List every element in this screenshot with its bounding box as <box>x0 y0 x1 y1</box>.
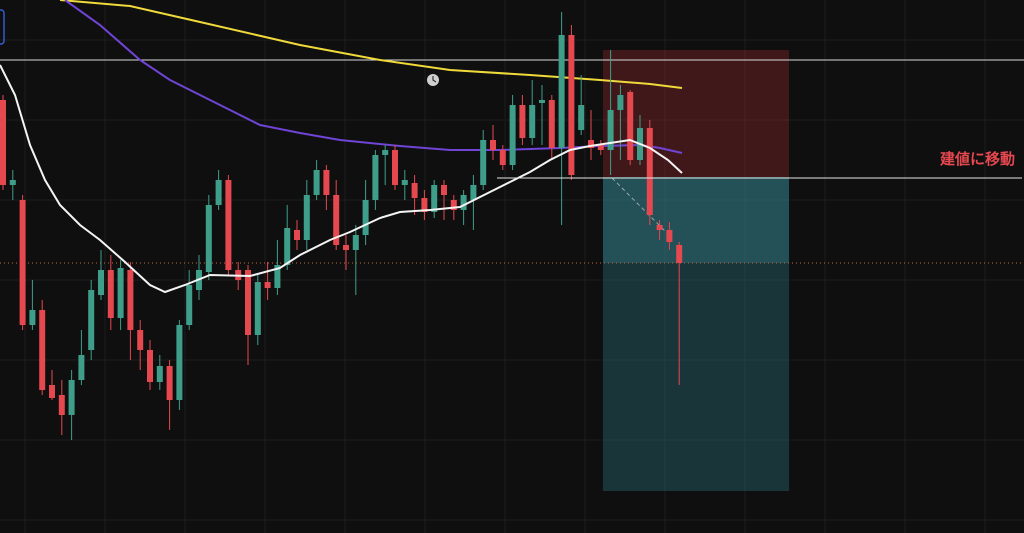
candle-body <box>509 105 516 165</box>
candle-body <box>656 225 663 230</box>
candle-body <box>284 228 291 265</box>
candle-body <box>156 366 163 382</box>
candle-body <box>401 180 408 185</box>
candle-body <box>254 282 261 335</box>
candle-body <box>519 105 526 138</box>
candle-body <box>411 183 418 198</box>
candle-body <box>597 145 604 150</box>
candle-body <box>470 185 477 200</box>
candle-body <box>117 268 124 318</box>
candle-body <box>245 270 251 335</box>
candle-body <box>68 380 75 415</box>
candle-body <box>676 245 683 263</box>
candle-body <box>9 180 16 185</box>
candle-body <box>490 140 496 150</box>
candle-body <box>333 195 340 245</box>
toolbar-button[interactable] <box>0 9 5 45</box>
candle-body <box>539 100 545 103</box>
take-profit-zone-upper <box>603 177 789 263</box>
candle-body <box>431 185 438 212</box>
candle-body <box>98 270 104 295</box>
candle-body <box>147 350 153 382</box>
candle-body <box>441 185 447 195</box>
stop-loss-zone <box>603 50 789 177</box>
candle-body <box>215 180 222 205</box>
candle-body <box>558 35 565 148</box>
candle-body <box>186 285 193 325</box>
candle-body <box>529 105 536 138</box>
candle-body <box>362 200 369 235</box>
candle-body <box>107 270 114 318</box>
candle-body <box>499 150 506 165</box>
candle-body <box>205 205 212 272</box>
moving-average-short <box>0 64 683 294</box>
take-profit-zone-lower <box>603 263 789 491</box>
candle-body <box>49 385 55 398</box>
candle-body <box>58 395 65 415</box>
candle-body <box>323 170 330 195</box>
candle-body <box>0 100 6 185</box>
candle-body <box>39 310 46 390</box>
candle-body <box>303 195 310 240</box>
candle-body <box>627 92 634 160</box>
candle-body <box>578 105 585 130</box>
candle-body <box>548 100 555 148</box>
candle-body <box>352 235 359 250</box>
candle-body <box>421 198 428 212</box>
candle-body <box>382 150 389 155</box>
candle-body <box>588 140 594 148</box>
candle-body <box>343 245 349 250</box>
clock-hands <box>432 76 437 83</box>
candle-body <box>313 170 320 195</box>
candle-body <box>166 366 173 400</box>
candle-body <box>176 325 183 400</box>
candle-body <box>372 155 379 200</box>
candle-body <box>460 195 467 210</box>
candle-body <box>225 180 232 270</box>
candle-body <box>127 270 134 330</box>
candle-body <box>274 265 281 288</box>
candle-body <box>29 310 36 325</box>
candle-body <box>568 35 575 175</box>
candle-body <box>19 200 26 325</box>
candle-body <box>137 330 144 350</box>
candle-body <box>264 282 271 288</box>
moving-average-long <box>59 0 683 89</box>
candle-body <box>646 128 653 215</box>
candle-body <box>617 95 624 110</box>
annotation: 建値に移動 <box>940 150 1015 168</box>
candle-body <box>88 290 95 350</box>
candle-body <box>666 230 673 242</box>
candle-body <box>480 140 487 185</box>
candle-body <box>450 200 457 210</box>
candle-body <box>392 150 398 185</box>
candles <box>0 12 683 440</box>
candle-body <box>607 110 614 150</box>
candle-body <box>78 355 85 380</box>
candle-body <box>294 230 300 240</box>
